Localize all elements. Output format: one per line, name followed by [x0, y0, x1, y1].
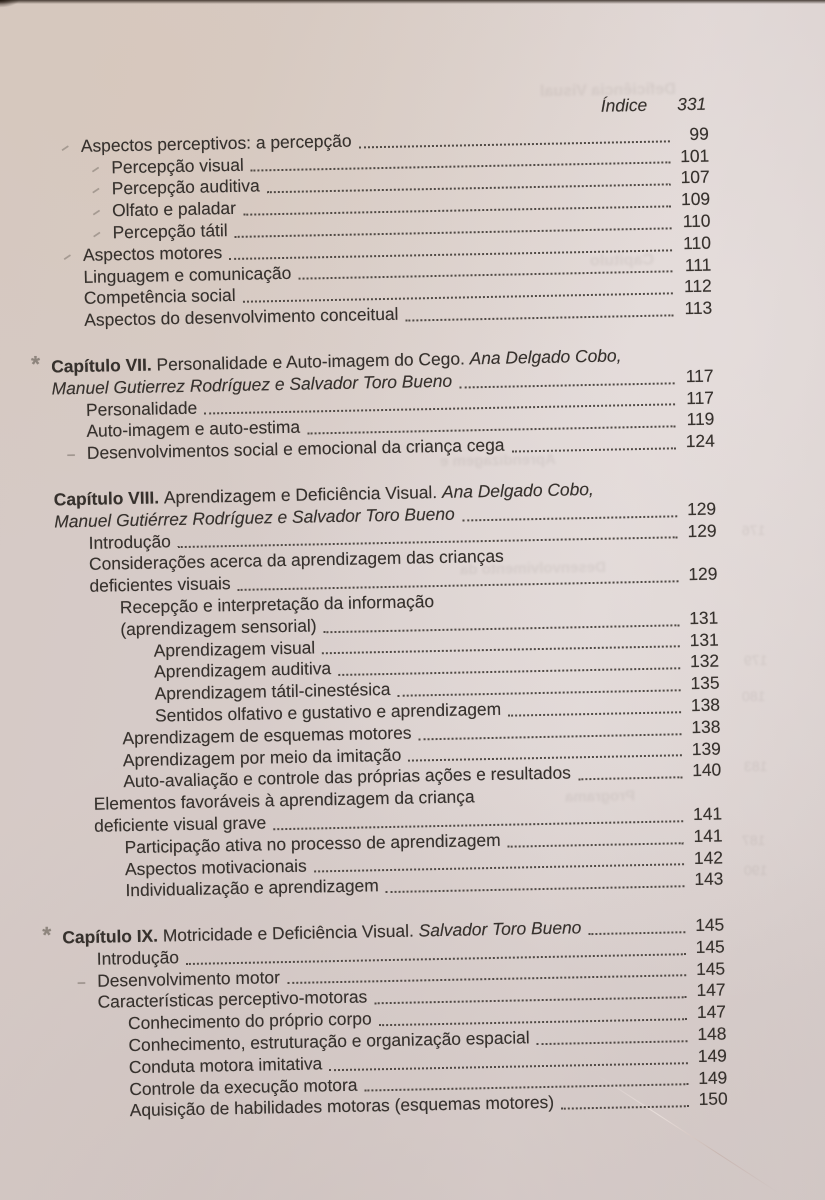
bleed-through-number: 190 — [743, 861, 768, 879]
pencil-tick-mark: – — [56, 138, 74, 157]
toc-entry-page: 131 — [689, 629, 719, 650]
toc-entry-label: Aprendizagem visual — [153, 636, 316, 661]
toc-entry-page: 143 — [694, 868, 724, 890]
toc-entry-page: 117 — [685, 365, 714, 386]
photo-top-edge — [0, 0, 825, 4]
toc-entry-label: Olfato e paladar — [111, 198, 237, 221]
bleed-through-number: 179 — [743, 651, 768, 669]
toc-entry-label: Introdução — [96, 947, 180, 969]
pencil-tick-mark: – — [58, 247, 76, 266]
toc-entry-page: 129 — [688, 563, 718, 585]
toc-entry-page: 140 — [692, 759, 722, 781]
pencil-dash-mark: – — [66, 446, 76, 464]
toc-entry-page: 147 — [696, 1001, 727, 1023]
toc-entry-page: 101 — [679, 145, 710, 166]
toc-entry-page: 131 — [689, 607, 719, 628]
dotted-leader — [561, 1105, 689, 1110]
toc-entry-page: 119 — [686, 408, 715, 430]
toc-entry-page: 112 — [683, 275, 712, 297]
book-page-number: 331 — [676, 93, 707, 115]
pencil-star-mark: * — [42, 921, 52, 948]
toc-entry-page: 132 — [689, 650, 720, 672]
toc-section: * Capítulo IX. Motricidade e Deficiência … — [42, 914, 728, 1124]
toc-entry-page: 124 — [685, 430, 715, 452]
dotted-leader — [405, 314, 674, 322]
toc-section: Capítulo VIII. Aprendizagem e Deficiênci… — [54, 477, 724, 904]
dotted-leader — [536, 1040, 688, 1046]
toc-entry-page: 147 — [696, 979, 726, 1001]
toc-entry-page: 141 — [692, 803, 723, 824]
toc-entry-label: Competência social — [83, 285, 236, 309]
pencil-tick-mark: – — [87, 202, 105, 222]
toc-section: * Capítulo VII. Personalidade e Auto-imag… — [31, 344, 715, 466]
dotted-leader — [588, 931, 686, 936]
pencil-tick-mark: – — [87, 159, 104, 179]
toc-entry-page: 150 — [698, 1088, 728, 1110]
toc-entry-page: 145 — [695, 936, 725, 957]
bleed-through-number: 183 — [743, 757, 768, 775]
toc-entry-page: 129 — [686, 498, 717, 519]
page-content: Índice 331 – Aspectos perceptivos: a perc… — [31, 94, 728, 1124]
toc-entry-page: 99 — [689, 123, 709, 144]
toc-list: – Aspectos perceptivos: a percepção 99– Per… — [31, 123, 728, 1124]
photo-corner-shadow — [0, 0, 26, 10]
toc-entry-page: 113 — [684, 297, 713, 319]
toc-entry-label: Percepção visual — [111, 154, 244, 177]
bleed-through-number: 180 — [741, 687, 766, 705]
dotted-leader — [385, 885, 685, 894]
dotted-leader — [461, 514, 678, 522]
toc-entry-page: 138 — [690, 694, 721, 715]
toc-entry-page: 142 — [693, 846, 724, 868]
toc-entry-page: 129 — [687, 520, 717, 541]
toc-entry-page: 145 — [695, 958, 726, 979]
toc-entry-label: Personalidade — [85, 397, 198, 420]
toc-entry-page: 138 — [691, 716, 721, 737]
pencil-tick-mark: – — [88, 224, 105, 244]
toc-entry-label: Aspectos motores — [82, 241, 223, 265]
toc-entry-page: 117 — [686, 387, 715, 408]
bleed-through-number: 187 — [741, 831, 766, 849]
dotted-leader — [507, 841, 684, 848]
dotted-leader — [511, 447, 676, 453]
toc-entry-label: Percepção auditiva — [111, 175, 260, 199]
toc-entry-page: 145 — [695, 914, 725, 936]
toc-entry-page: 135 — [690, 672, 720, 694]
page-header: Índice 331 — [46, 94, 708, 129]
dotted-leader — [508, 710, 682, 717]
toc-entry-page: 107 — [680, 167, 710, 188]
toc-entry-page: 111 — [684, 254, 712, 275]
pencil-tick-mark: – — [87, 181, 104, 200]
page-title: Índice — [600, 94, 648, 116]
toc-entry-page: 141 — [693, 825, 723, 846]
toc-entry-label: Percepção tátil — [112, 220, 228, 243]
toc-entry-label: deficientes visuais — [89, 573, 231, 596]
dotted-leader — [577, 776, 683, 781]
toc-entry-page: 149 — [698, 1067, 728, 1088]
toc-entry-label: Individualização e aprendizagem — [125, 875, 379, 901]
pencil-star-mark: * — [30, 350, 41, 377]
pencil-dash-mark: – — [77, 973, 86, 991]
toc-entry-page: 148 — [697, 1023, 727, 1045]
toc-entry-page: 110 — [682, 210, 711, 232]
toc-entry-label: Introdução — [88, 530, 172, 553]
toc-entry-page: 110 — [682, 232, 712, 253]
dotted-leader — [459, 381, 675, 389]
bleed-through-number: 176 — [741, 521, 766, 539]
toc-section: – Aspectos perceptivos: a percepção 99– Per… — [47, 123, 713, 332]
toc-entry-page: 149 — [697, 1045, 727, 1066]
toc-entry-page: 139 — [691, 738, 721, 759]
toc-entry-page: 109 — [680, 188, 711, 210]
